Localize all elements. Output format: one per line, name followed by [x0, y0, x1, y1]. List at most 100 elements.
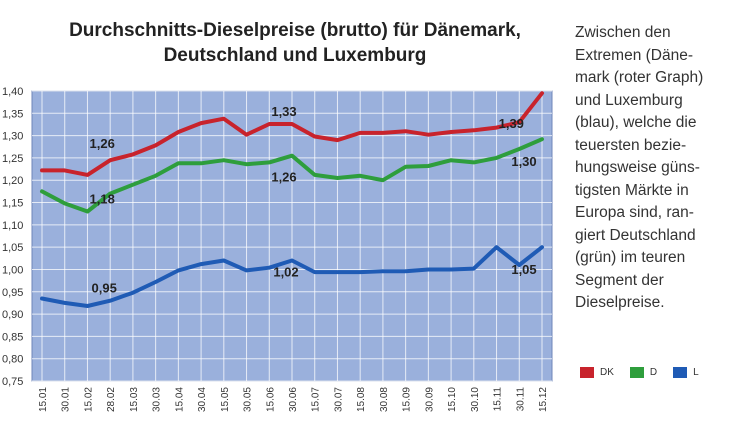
- data-label-dk: 1,39: [499, 116, 524, 131]
- data-point-d: [63, 201, 67, 205]
- data-label-l: 0,95: [92, 281, 117, 296]
- data-point-dk: [199, 121, 203, 125]
- data-point-l: [540, 245, 544, 249]
- x-tick-label: 30.10: [470, 387, 481, 412]
- y-tick-label: 0,75: [2, 376, 23, 388]
- data-point-dk: [517, 120, 521, 124]
- legend-swatch-dk: [580, 367, 594, 378]
- legend-label-dk: DK: [600, 367, 614, 378]
- x-tick-label: 15.10: [447, 387, 458, 412]
- x-tick-label: 30.09: [424, 387, 435, 412]
- data-point-d: [176, 161, 180, 165]
- data-point-d: [358, 174, 362, 178]
- data-point-l: [335, 270, 339, 274]
- data-label-dk: 1,26: [90, 136, 115, 151]
- data-point-dk: [108, 158, 112, 162]
- data-point-d: [290, 154, 294, 158]
- data-point-d: [245, 162, 249, 166]
- data-point-d: [154, 174, 158, 178]
- y-tick-label: 1,35: [2, 108, 23, 120]
- data-point-l: [404, 269, 408, 273]
- data-point-l: [108, 299, 112, 303]
- x-tick-label: 15.09: [402, 387, 413, 412]
- data-point-d: [426, 164, 430, 168]
- data-point-l: [131, 291, 135, 295]
- data-point-dk: [495, 126, 499, 130]
- data-point-dk: [63, 168, 67, 172]
- data-point-l: [267, 266, 271, 270]
- x-tick-label: 15.02: [83, 387, 94, 412]
- y-tick-label: 1,40: [2, 86, 23, 98]
- chart-description: Zwischen den Extremen (Däne- mark (roter…: [575, 24, 704, 311]
- legend-swatch-d: [629, 367, 644, 378]
- data-point-dk: [85, 173, 89, 177]
- x-tick-label: 30.04: [197, 387, 208, 412]
- x-tick-label: 15.01: [38, 387, 49, 412]
- x-tick-label: 15.03: [129, 387, 140, 412]
- data-point-l: [245, 268, 249, 272]
- x-tick-label: 15.12: [538, 387, 549, 412]
- legend-item-d: D: [629, 367, 658, 378]
- data-point-dk: [40, 168, 44, 172]
- legend-swatch-l: [673, 367, 688, 378]
- data-point-d: [449, 158, 453, 162]
- y-tick-label: 1,20: [2, 175, 23, 187]
- data-point-dk: [313, 135, 317, 139]
- data-point-l: [517, 263, 521, 267]
- data-point-l: [358, 270, 362, 274]
- x-tick-label: 28.02: [106, 387, 117, 412]
- y-tick-label: 1,15: [2, 198, 23, 210]
- data-point-d: [199, 161, 203, 165]
- data-point-d: [313, 173, 317, 177]
- data-point-l: [85, 304, 89, 308]
- data-point-dk: [290, 122, 294, 126]
- x-tick-label: 15.04: [174, 387, 185, 412]
- x-tick-label: 15.05: [220, 387, 231, 412]
- data-label-dk: 1,33: [271, 104, 296, 119]
- data-point-dk: [404, 129, 408, 133]
- data-point-d: [131, 183, 135, 187]
- data-label-d: 1,18: [90, 192, 115, 207]
- data-point-dk: [449, 130, 453, 134]
- data-point-l: [176, 268, 180, 272]
- y-tick-label: 1,25: [2, 153, 23, 165]
- data-point-dk: [358, 131, 362, 135]
- data-point-d: [85, 209, 89, 213]
- y-tick-label: 0,95: [2, 287, 23, 299]
- x-tick-label: 30.03: [152, 387, 163, 412]
- data-point-d: [472, 160, 476, 164]
- chart-title: Durchschnitts-Dieselpreise (brutto) für …: [30, 18, 560, 68]
- data-point-d: [40, 189, 44, 193]
- data-point-dk: [131, 152, 135, 156]
- data-point-l: [154, 280, 158, 284]
- x-tick-label: 15.08: [356, 387, 367, 412]
- data-label-l: 1,02: [273, 265, 298, 280]
- chart-title-line-2: Deutschland und Luxemburg: [163, 45, 427, 66]
- data-point-l: [381, 269, 385, 273]
- legend-item-dk: DK: [580, 367, 614, 378]
- x-tick-label: 15.07: [311, 387, 322, 412]
- x-tick-label: 15.06: [265, 387, 276, 412]
- data-point-l: [449, 267, 453, 271]
- data-point-l: [472, 267, 476, 271]
- data-point-dk: [472, 128, 476, 132]
- data-label-l: 1,05: [511, 262, 536, 277]
- data-point-l: [290, 259, 294, 263]
- chart-title-line-1: Durchschnitts-Dieselpreise (brutto) für …: [69, 20, 521, 41]
- data-point-d: [540, 137, 544, 141]
- data-point-dk: [540, 91, 544, 95]
- data-point-d: [267, 160, 271, 164]
- data-point-dk: [381, 131, 385, 135]
- x-tick-label: 30.08: [379, 387, 390, 412]
- data-point-dk: [176, 130, 180, 134]
- data-point-d: [495, 156, 499, 160]
- y-tick-label: 1,05: [2, 242, 23, 254]
- y-tick-label: 0,85: [2, 331, 23, 343]
- data-point-l: [63, 301, 67, 305]
- data-point-d: [381, 178, 385, 182]
- legend-label-d: D: [649, 367, 658, 378]
- data-point-dk: [267, 122, 271, 126]
- data-point-dk: [335, 138, 339, 142]
- data-point-dk: [426, 133, 430, 137]
